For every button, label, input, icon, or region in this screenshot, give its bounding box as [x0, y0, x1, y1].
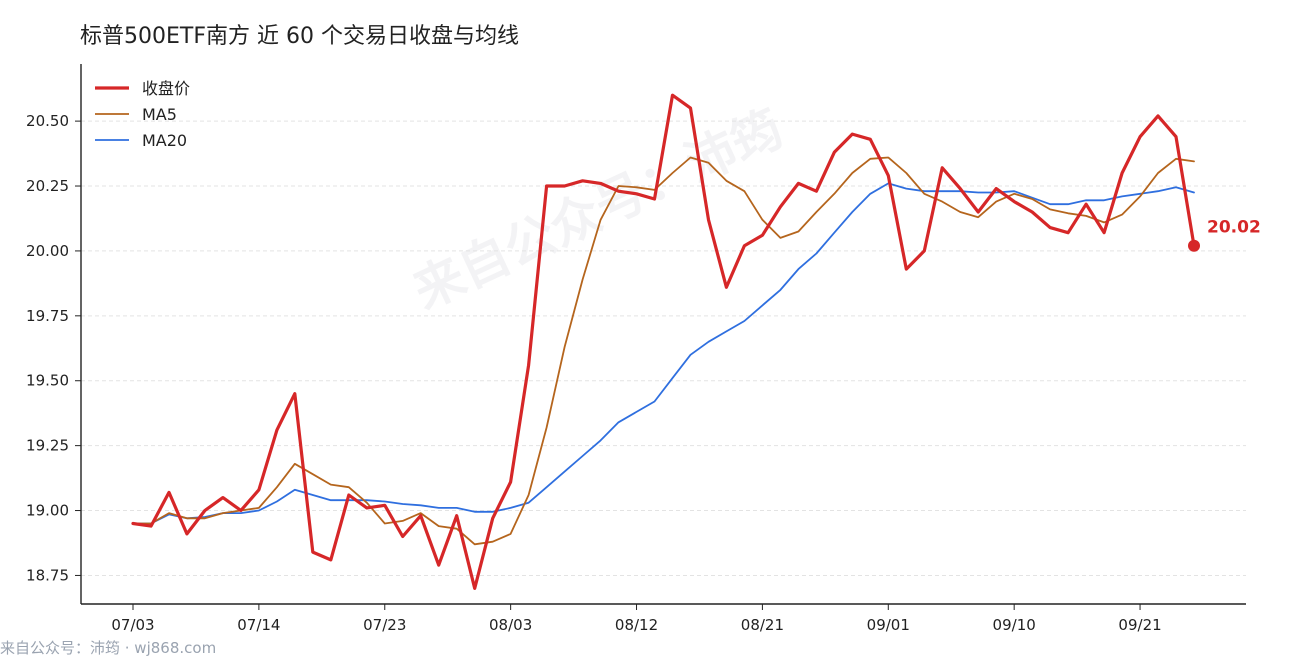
- series-lines: 20.02: [131, 93, 1261, 591]
- x-tick-label: 08/12: [615, 616, 658, 634]
- legend: 收盘价 MA5 MA20: [95, 79, 190, 150]
- x-tick-label: 08/03: [489, 616, 532, 634]
- x-tick-label: 07/23: [363, 616, 406, 634]
- chart-title: 标普500ETF南方 近 60 个交易日收盘与均线: [80, 24, 519, 49]
- y-tick-label: 19.50: [26, 372, 69, 390]
- y-tick-label: 20.00: [26, 242, 69, 260]
- x-tick-label: 07/14: [237, 616, 280, 634]
- legend-label: MA5: [142, 105, 177, 124]
- x-tick-label: 09/21: [1118, 616, 1161, 634]
- y-tick-label: 19.75: [26, 307, 69, 325]
- series-ma20: [132, 182, 1195, 525]
- x-tick-label: 09/10: [993, 616, 1036, 634]
- axes: 18.75 19.00 19.25 19.50 19.75 20.00 20.25 20.50…: [26, 64, 1246, 634]
- series-ma5: [132, 156, 1195, 546]
- y-tick-label: 20.50: [26, 112, 69, 130]
- y-tick-label: 18.75: [26, 566, 69, 584]
- x-tick-label: 07/03: [111, 616, 154, 634]
- series-close: [131, 93, 1196, 591]
- last-point-marker: [1188, 239, 1200, 252]
- last-value-label: 20.02: [1207, 218, 1261, 238]
- legend-label: MA20: [142, 131, 187, 150]
- grid-lines: [81, 120, 1246, 576]
- y-tick-label: 19.00: [26, 502, 69, 520]
- y-tick-label: 20.25: [26, 177, 69, 195]
- x-tick-label: 08/21: [741, 616, 784, 634]
- legend-label: 收盘价: [142, 79, 190, 98]
- y-tick-label: 19.25: [26, 437, 69, 455]
- footer-credit: 来自公众号：沛筠 · wj868.com: [0, 639, 217, 657]
- x-tick-label: 09/01: [867, 616, 910, 634]
